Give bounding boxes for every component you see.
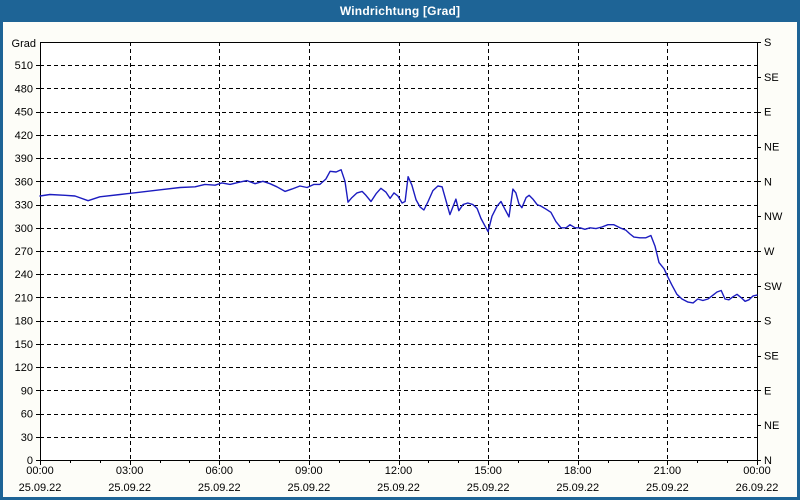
window-title: Windrichtung [Grad] xyxy=(339,4,461,18)
chart-surface xyxy=(3,22,797,497)
window-titlebar: Windrichtung [Grad] xyxy=(0,0,800,22)
